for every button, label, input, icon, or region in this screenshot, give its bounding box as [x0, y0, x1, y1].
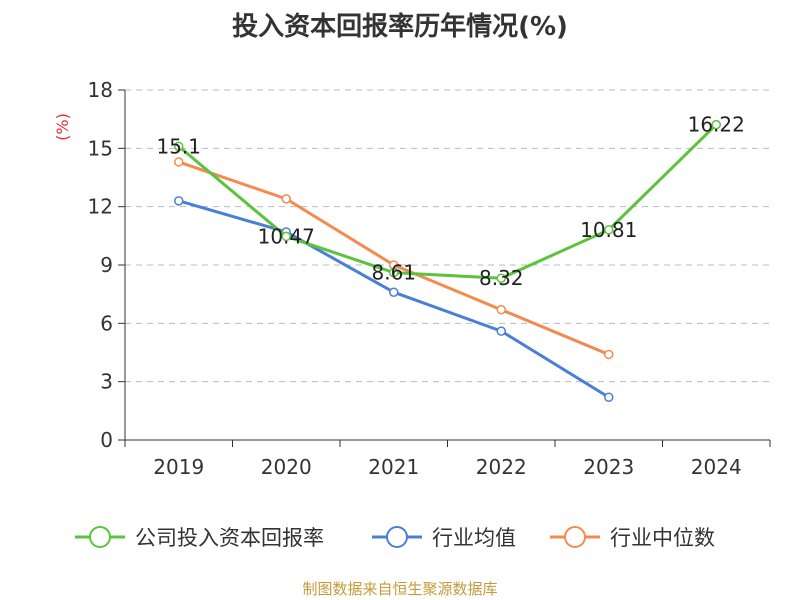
- y-tick-label: 3: [100, 370, 113, 394]
- data-point: [604, 392, 614, 402]
- x-tick-label: 2019: [153, 455, 204, 479]
- data-point: [174, 141, 184, 152]
- data-point: [496, 304, 506, 315]
- y-tick-label: 9: [100, 253, 113, 277]
- legend-marker-swatch: [564, 526, 586, 548]
- data-point: [496, 326, 506, 336]
- series: [174, 119, 721, 402]
- data-point: [174, 196, 184, 206]
- data-point: [496, 273, 506, 283]
- series-line-0: [177, 123, 718, 280]
- data-label: 10.47: [258, 224, 315, 248]
- data-label: 8.61: [371, 261, 416, 285]
- x-tick-label: 2023: [583, 455, 634, 479]
- y-tick-label: 0: [100, 428, 113, 452]
- legend-label: 公司投入资本回报率: [135, 526, 324, 550]
- data-label: 15.1: [156, 134, 201, 158]
- data-point: [281, 231, 291, 242]
- data-point: [281, 194, 291, 204]
- legend-label: 行业均值: [432, 526, 516, 550]
- data-label: 10.81: [580, 218, 637, 242]
- data-point: [389, 287, 399, 297]
- legend-label: 行业中位数: [610, 526, 715, 550]
- legend: 公司投入资本回报率 行业均值 行业中位数: [75, 526, 715, 550]
- data-label: 8.32: [479, 266, 524, 290]
- data-label: 16.22: [688, 113, 745, 137]
- data-point: [174, 157, 184, 167]
- x-tick-label: 2021: [368, 455, 419, 479]
- data-labels: 15.1 10.47 8.61 8.32 10.81 16.22: [156, 113, 744, 291]
- y-tick-label: 18: [88, 78, 113, 102]
- data-point: [389, 267, 399, 278]
- legend-marker-swatch: [89, 526, 111, 548]
- x-tick-label: 2020: [261, 455, 312, 479]
- x-tick-label: 2024: [691, 455, 742, 479]
- gridlines: [125, 89, 770, 383]
- y-tick-label: 6: [100, 311, 113, 335]
- data-point: [604, 225, 614, 235]
- data-point: [711, 119, 721, 130]
- x-tick-label: 2022: [476, 455, 527, 479]
- y-tick-label: 12: [88, 195, 113, 219]
- data-source-note: 制图数据来自恒生聚源数据库: [302, 580, 498, 598]
- axes: 0 3 6 9 12 15 18 2019 2020 2021 2022 2023 2024 (%): [53, 78, 771, 479]
- y-tick-label: 15: [88, 136, 113, 160]
- chart-title: 投入资本回报率历年情况(%): [232, 12, 568, 42]
- series-line-1: [178, 199, 610, 399]
- data-point: [604, 349, 614, 360]
- legend-marker-swatch: [386, 526, 408, 548]
- y-axis-unit-label: (%): [53, 113, 72, 141]
